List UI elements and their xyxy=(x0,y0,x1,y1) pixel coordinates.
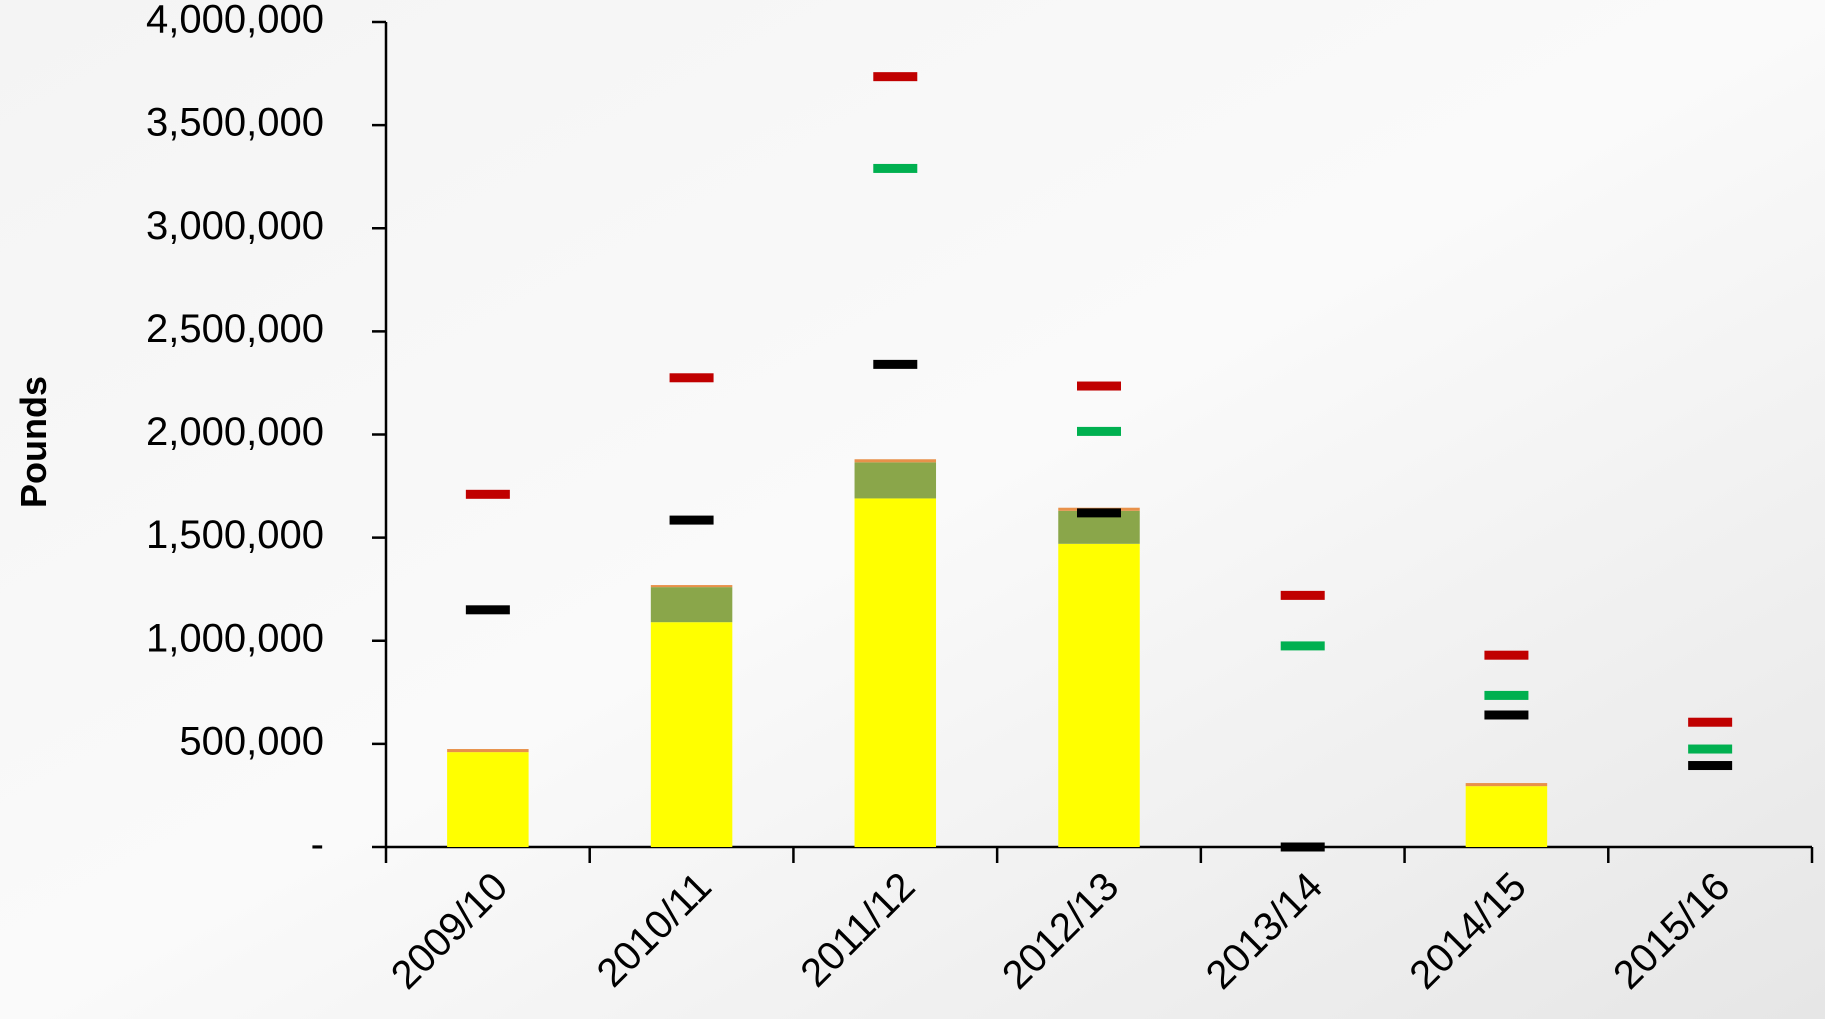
marker xyxy=(1484,690,1529,700)
marker xyxy=(1077,508,1121,518)
marker xyxy=(873,163,918,173)
y-tick-label: 3,000,000 xyxy=(146,204,324,248)
y-tick-label: 3,500,000 xyxy=(146,101,324,145)
y-tick-label: 1,000,000 xyxy=(146,616,324,660)
bar-segment xyxy=(1465,786,1548,847)
marker xyxy=(1077,381,1121,391)
bar-segment xyxy=(854,498,937,847)
y-tick-label: 2,000,000 xyxy=(146,410,324,454)
marker xyxy=(1280,641,1325,651)
marker xyxy=(465,605,510,615)
marker xyxy=(873,359,918,369)
y-axis-label: Pounds xyxy=(13,376,54,508)
marker xyxy=(669,515,714,525)
y-tick-label: 1,500,000 xyxy=(146,513,324,557)
marker xyxy=(1688,761,1733,771)
bar-segment xyxy=(1058,543,1140,847)
marker xyxy=(1280,590,1325,600)
bar-segment xyxy=(650,587,733,623)
bar-segment xyxy=(854,462,937,499)
marker xyxy=(1688,717,1733,727)
bar-segment xyxy=(854,459,937,463)
marker xyxy=(465,489,510,499)
y-tick-label: 500,000 xyxy=(179,719,324,763)
bar-segment xyxy=(650,585,733,588)
marker xyxy=(669,373,714,383)
marker xyxy=(1077,426,1121,436)
bar-segment xyxy=(447,752,529,847)
bar-segment xyxy=(447,749,529,753)
marker xyxy=(1688,744,1733,754)
bar-segment xyxy=(1465,783,1548,787)
marker xyxy=(1484,650,1529,660)
bar-segment xyxy=(650,622,733,847)
y-tick-label: 2,500,000 xyxy=(146,307,324,351)
marker xyxy=(1280,842,1325,852)
marker xyxy=(1484,710,1529,720)
y-tick-label: 4,000,000 xyxy=(146,0,324,42)
marker xyxy=(873,72,918,82)
y-tick-label: - xyxy=(311,823,324,867)
